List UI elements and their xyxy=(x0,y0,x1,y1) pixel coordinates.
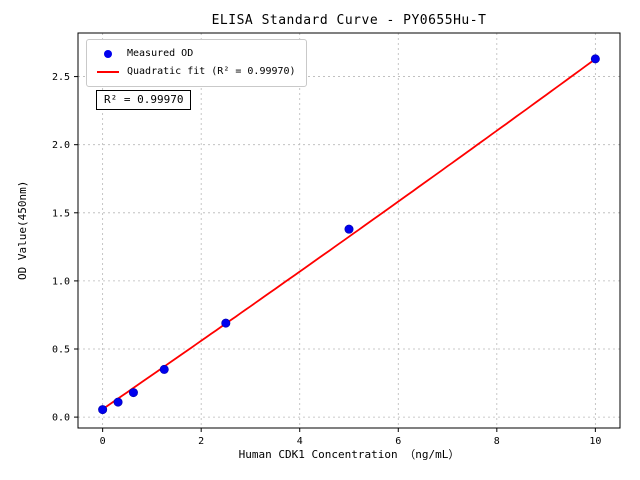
x-tick-label: 8 xyxy=(494,436,500,447)
r-squared-annotation: R² = 0.99970 xyxy=(96,90,192,110)
y-tick-label: 1.0 xyxy=(52,276,70,287)
measured-od-point xyxy=(159,364,169,374)
chart-title: ELISA Standard Curve - PY0655Hu-T xyxy=(211,13,487,28)
legend-item-quadratic-fit: Quadratic fit (R² = 0.99970) xyxy=(95,63,296,81)
x-tick-label: 4 xyxy=(297,436,303,447)
quadratic-fit-marker-icon xyxy=(97,71,119,73)
y-axis-label: OD Value(450nm) xyxy=(16,180,29,281)
measured-od-point xyxy=(113,397,123,407)
legend-marker-area xyxy=(95,71,121,73)
y-tick-label: 2.5 xyxy=(52,72,70,83)
x-axis-label: Human CDK1 Concentration （ng/mL） xyxy=(238,448,460,461)
measured-od-marker-icon xyxy=(104,50,112,58)
measured-od-point xyxy=(221,318,231,328)
y-tick-label: 1.5 xyxy=(52,208,70,219)
x-tick-label: 0 xyxy=(100,436,106,447)
measured-od-point xyxy=(590,54,600,64)
plot-frame xyxy=(77,32,621,429)
y-tick-label: 0.5 xyxy=(52,345,70,356)
quadratic-fit-line xyxy=(102,58,596,410)
measured-od-point xyxy=(128,388,138,398)
legend: Measured OD Quadratic fit (R² = 0.99970) xyxy=(86,39,307,87)
measured-od-point xyxy=(98,405,108,415)
legend-label-quadratic-fit: Quadratic fit (R² = 0.99970) xyxy=(127,66,296,77)
y-tick-label: 2.0 xyxy=(52,140,70,151)
x-tick-label: 2 xyxy=(198,436,204,447)
legend-label-measured-od: Measured OD xyxy=(127,48,194,59)
legend-marker-area xyxy=(95,50,121,58)
y-tick-label: 0.0 xyxy=(52,413,70,424)
x-tick-label: 10 xyxy=(589,436,601,447)
measured-od-point xyxy=(344,224,354,234)
x-tick-label: 6 xyxy=(395,436,401,447)
legend-item-measured-od: Measured OD xyxy=(95,45,296,63)
